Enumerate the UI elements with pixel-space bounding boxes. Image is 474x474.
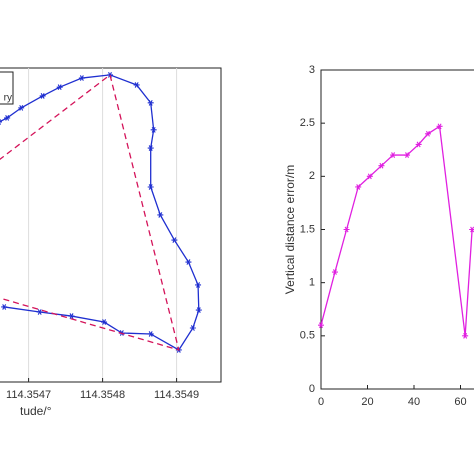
- marker: [378, 162, 385, 169]
- y-tick-label: 1.5: [300, 223, 315, 235]
- series-line: [0, 73, 180, 351]
- marker: [147, 331, 154, 337]
- marker: [0, 119, 2, 125]
- legend-label: ry: [4, 93, 12, 104]
- marker: [318, 322, 324, 329]
- marker: [171, 237, 178, 243]
- y-tick-label: 2.5: [300, 117, 315, 129]
- x-tick-label: 20: [361, 396, 373, 408]
- marker: [78, 75, 85, 81]
- y-tick-label: 3: [309, 64, 315, 76]
- y-tick-label: 0: [309, 383, 315, 395]
- marker: [1, 304, 8, 310]
- y-tick-label: 1: [309, 277, 315, 289]
- marker: [185, 259, 192, 265]
- marker: [150, 126, 157, 133]
- marker: [101, 319, 108, 325]
- marker: [404, 152, 411, 158]
- x-tick-label: 40: [408, 396, 420, 408]
- x-tick-label: 114.3547: [6, 389, 51, 401]
- x-tick-label: 114.3548: [80, 389, 125, 401]
- marker: [18, 104, 25, 111]
- marker: [331, 269, 338, 275]
- marker: [390, 152, 397, 158]
- marker: [195, 307, 202, 313]
- marker: [195, 282, 202, 288]
- x-tick-label: 60: [454, 396, 466, 408]
- marker: [436, 123, 443, 130]
- x-tick-label: 114.3549: [154, 389, 199, 401]
- marker: [147, 145, 154, 151]
- marker: [366, 173, 373, 180]
- marker: [68, 313, 75, 319]
- x-axis-label: tude/°: [20, 404, 52, 418]
- y-tick-label: 2: [309, 170, 315, 182]
- marker: [355, 184, 362, 190]
- marker: [343, 226, 350, 233]
- legend-box: [0, 71, 14, 105]
- marker: [157, 212, 164, 218]
- marker: [189, 325, 196, 331]
- x-tick-label: 0: [318, 396, 324, 408]
- marker: [462, 332, 469, 339]
- marker: [147, 184, 154, 190]
- marker: [36, 309, 43, 315]
- marker: [56, 84, 63, 91]
- marker: [4, 115, 11, 121]
- marker: [39, 93, 46, 99]
- marker: [415, 141, 422, 148]
- marker: [147, 99, 154, 106]
- marker: [469, 226, 474, 233]
- y-tick-label: 0.5: [300, 330, 315, 342]
- marker: [133, 82, 140, 88]
- marker: [424, 130, 431, 137]
- y-axis-label: Vertical distance error/m: [283, 165, 297, 294]
